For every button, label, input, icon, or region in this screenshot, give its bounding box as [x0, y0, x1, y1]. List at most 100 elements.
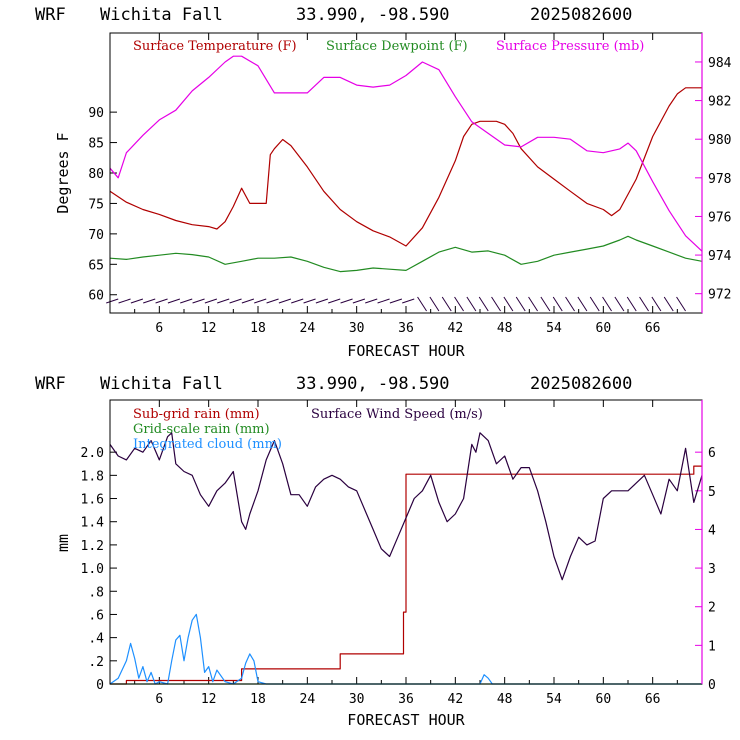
x-tick-label: 12: [201, 321, 217, 336]
series-line: [109, 432, 703, 581]
y2-tick-label: 980: [708, 133, 731, 148]
wind-barb: [389, 298, 403, 304]
wind-barb: [614, 296, 625, 312]
wind-barb: [365, 298, 378, 304]
wind-barb: [491, 296, 501, 312]
x-tick-label: 12: [201, 692, 217, 707]
wind-barb: [266, 298, 279, 304]
wind-barb: [441, 296, 452, 312]
wind-barb: [143, 298, 156, 304]
legend-gridscale-rain: Grid-scale rain (mm): [133, 422, 270, 437]
x-tick-label: 24: [300, 692, 316, 707]
wind-barb: [626, 296, 637, 312]
wind-barb: [241, 298, 255, 304]
wind-barbs: [106, 296, 686, 312]
wind-barb: [278, 298, 292, 304]
x-tick-label: 42: [448, 321, 464, 336]
wind-barb: [254, 298, 267, 304]
y2-tick-label: 4: [708, 523, 716, 538]
y-tick-label: 1.2: [81, 539, 104, 554]
x-tick-label: 60: [596, 321, 612, 336]
wind-barb: [540, 296, 551, 312]
wind-barb: [417, 296, 427, 312]
legend-wind-speed: Surface Wind Speed (m/s): [311, 407, 483, 422]
panel2-title-run: 2025082600: [530, 374, 632, 394]
x-tick-label: 36: [398, 321, 414, 336]
wind-barb: [676, 296, 686, 312]
panel1-title-run: 2025082600: [530, 5, 632, 25]
wind-barb: [639, 296, 649, 312]
series-line: [109, 87, 702, 247]
legend-temperature: Surface Temperature (F): [133, 39, 297, 54]
panel1-xlabel: FORECAST HOUR: [347, 342, 465, 360]
y2-tick-label: 972: [708, 288, 731, 303]
wind-barb: [429, 296, 440, 312]
wind-barb: [291, 298, 304, 304]
x-tick-label: 66: [645, 321, 661, 336]
wind-barb: [528, 296, 538, 312]
wind-barb: [229, 298, 242, 304]
y-tick-label: 1.0: [81, 562, 104, 577]
wind-barb: [602, 296, 612, 312]
x-tick-label: 54: [546, 321, 562, 336]
wind-barb: [167, 298, 181, 304]
y-tick-label: 65: [88, 258, 104, 273]
x-tick-label: 30: [349, 692, 365, 707]
y2-tick-label: 2: [708, 601, 716, 616]
x-tick-label: 66: [645, 692, 661, 707]
wind-barb: [377, 298, 390, 304]
wind-barb: [352, 298, 366, 304]
x-tick-label: 6: [155, 321, 163, 336]
y-tick-label: 90: [88, 106, 104, 121]
y2-tick-label: 974: [708, 249, 732, 264]
y2-tick-label: 976: [708, 210, 731, 225]
wind-barb: [515, 296, 526, 312]
y2-tick-label: 0: [708, 678, 716, 693]
panel2-ylabel: mm: [54, 534, 72, 552]
wind-barb: [478, 296, 489, 312]
panel2-title-coords: 33.990, -98.590: [296, 374, 450, 394]
y-tick-label: .8: [88, 585, 104, 600]
y2-tick-label: 6: [708, 446, 716, 461]
y-tick-label: .4: [88, 632, 104, 647]
y2-tick-label: 1: [708, 639, 716, 654]
wind-barb: [328, 298, 341, 304]
wind-barb: [651, 296, 662, 312]
y-tick-label: .2: [88, 655, 104, 670]
wind-barb: [130, 298, 144, 304]
wind-barb: [577, 296, 588, 312]
panel2-title-station: Wichita Fall: [100, 374, 223, 394]
y-tick-label: 0: [96, 678, 104, 693]
y2-tick-label: 978: [708, 172, 731, 187]
panel2-title-model: WRF: [35, 374, 66, 394]
x-tick-label: 30: [349, 321, 365, 336]
panel1-title-station: Wichita Fall: [100, 5, 223, 25]
wind-barb: [552, 296, 563, 312]
series-line: [109, 235, 703, 273]
wind-barb: [106, 298, 119, 304]
legend-integrated-cloud: Integrated cloud (mm): [133, 437, 282, 452]
wind-barb: [466, 296, 477, 312]
wind-barb: [192, 298, 205, 304]
wind-barb: [503, 296, 514, 312]
panel1-title-model: WRF: [35, 5, 66, 25]
wind-barb: [402, 298, 415, 304]
series-line: [110, 465, 702, 685]
x-tick-label: 48: [497, 692, 513, 707]
wind-barb: [303, 298, 316, 304]
y-tick-label: 1.4: [81, 516, 105, 531]
wind-barb: [340, 298, 353, 304]
wind-barb: [565, 296, 575, 312]
series-line: [109, 613, 702, 685]
wind-barb: [204, 298, 218, 304]
wind-barb: [118, 298, 131, 304]
series-line: [109, 55, 703, 252]
y-tick-label: 1.6: [81, 493, 104, 508]
panel1-title-coords: 33.990, -98.590: [296, 5, 450, 25]
y2-tick-label: 3: [708, 562, 716, 577]
wind-barb: [589, 296, 600, 312]
legend-pressure: Surface Pressure (mb): [496, 39, 644, 54]
x-tick-label: 42: [448, 692, 464, 707]
legend-subgrid-rain: Sub-grid rain (mm): [133, 407, 260, 422]
